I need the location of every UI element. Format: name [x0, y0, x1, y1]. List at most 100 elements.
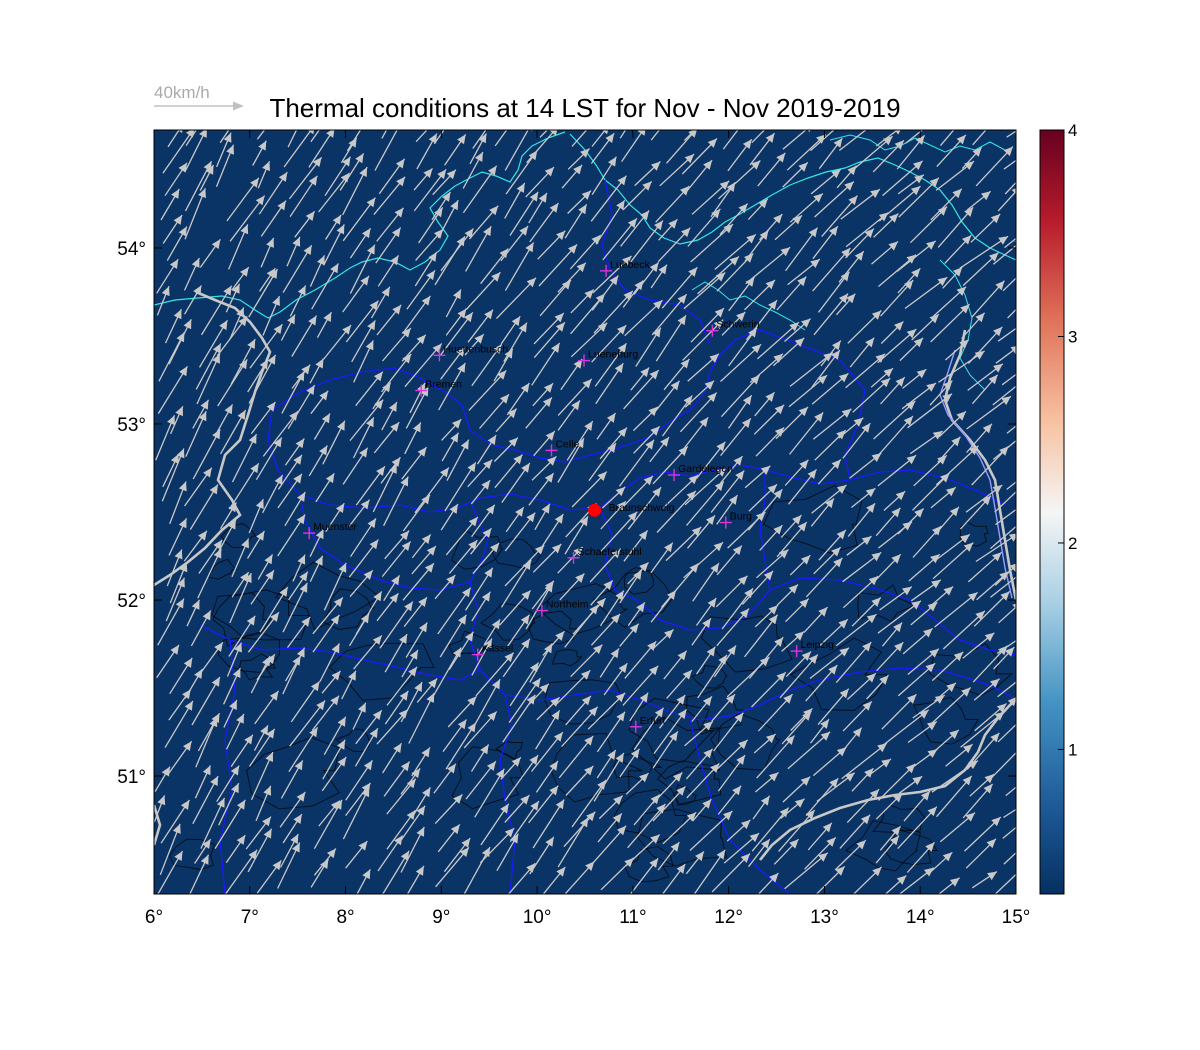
state-border	[769, 577, 1016, 656]
wind-vector-head	[797, 276, 807, 287]
wind-vector-head	[391, 575, 400, 586]
wind-vector-head	[601, 130, 609, 135]
wind-vector-head	[372, 710, 382, 720]
target-location-dot	[588, 503, 602, 517]
wind-vector-head	[573, 164, 583, 175]
wind-vector-head	[297, 554, 306, 565]
wind-vector-head	[306, 385, 315, 395]
wind-vector-head	[175, 598, 184, 609]
wind-vector-head	[991, 817, 1001, 827]
wind-vector-head	[394, 207, 404, 218]
wind-vector-head	[424, 563, 434, 573]
terrain-contour	[451, 746, 525, 810]
wind-vector-head	[709, 353, 719, 363]
wind-vector-head	[211, 676, 220, 687]
wind-vector-head	[467, 696, 477, 706]
wind-vector-head	[889, 213, 899, 223]
wind-vector-head	[264, 554, 273, 565]
wind-vector-head	[487, 761, 496, 771]
wind-vector-head	[630, 748, 640, 759]
national-border	[943, 329, 1016, 601]
coastline	[569, 133, 1016, 261]
wind-vector-head	[943, 380, 953, 391]
wind-vector-head	[489, 205, 499, 216]
wind-vector-head	[871, 310, 882, 320]
city-marker: Schwerin	[706, 319, 760, 337]
wind-vector-head	[428, 252, 437, 262]
wind-vector	[930, 303, 970, 343]
wind-vector-head	[549, 761, 558, 771]
wind-vector	[474, 768, 505, 818]
wind-vector-head	[1001, 396, 1011, 406]
wind-vector-head	[289, 411, 298, 421]
wind-vector-head	[942, 393, 952, 403]
wind-vector	[756, 321, 800, 360]
wind-vector-head	[389, 463, 397, 474]
wind-vector-head	[460, 439, 469, 450]
wind-vector-head	[894, 140, 904, 150]
wind-vector-head	[390, 422, 400, 432]
wind-vector-head	[969, 445, 979, 455]
city-markers: Luebeck Schwerin Huettenbusch Lueneburg Brem…	[303, 259, 834, 733]
wind-vector	[784, 852, 829, 890]
wind-vector-head	[434, 229, 444, 239]
wind-vector-head	[953, 267, 963, 277]
wind-vector-head	[169, 259, 179, 269]
wind-vector-head	[315, 529, 324, 540]
wind-vector-head	[925, 663, 936, 673]
wind-vector-head	[836, 485, 847, 494]
wind-vector	[650, 130, 661, 141]
wind-vector	[841, 742, 888, 780]
wind-vector	[195, 716, 218, 768]
wind-vector-head	[773, 353, 783, 363]
wind-vector-head	[256, 531, 265, 541]
wind-vector	[539, 130, 549, 138]
wind-vector-head	[676, 864, 686, 874]
wind-vector-head	[962, 775, 972, 786]
wind-vector-head	[325, 473, 335, 484]
wind-vector-head	[182, 689, 191, 700]
wind-vector-head	[982, 423, 992, 434]
wind-vector-head	[841, 408, 852, 418]
wind-vector	[994, 490, 1016, 513]
wind-vector	[905, 130, 924, 144]
wind-vector	[382, 850, 410, 894]
wind-vector-head	[597, 780, 606, 790]
wind-vector-head	[580, 148, 590, 158]
colorbar: 1 2 3 4	[1039, 121, 1077, 895]
wind-vector	[992, 385, 1016, 406]
wind-vector-head	[363, 760, 373, 771]
wind-vector	[494, 130, 508, 147]
wind-vector-head	[930, 554, 940, 564]
wind-vector-head	[831, 459, 841, 469]
wind-vector-head	[212, 343, 221, 354]
wind-vector-head	[173, 215, 183, 225]
wind-vector-head	[315, 358, 324, 369]
wind-vector-head	[640, 210, 650, 221]
wind-vector-head	[676, 786, 686, 796]
wind-vector-head	[779, 549, 789, 559]
wind-vector-head	[1005, 647, 1015, 657]
wind-vector	[682, 319, 724, 361]
wind-vector-head	[416, 826, 425, 837]
wind-vector-head	[211, 713, 220, 724]
wind-vector-head	[317, 255, 325, 266]
state-border	[469, 581, 516, 894]
wind-vector-head	[404, 601, 413, 612]
wind-vector-head	[400, 850, 410, 861]
wind-vector	[462, 165, 498, 214]
wind-vector-head	[554, 514, 564, 524]
wind-vector-head	[292, 236, 301, 247]
wind-vector-head	[591, 235, 601, 245]
city-marker: Northeim	[535, 599, 589, 617]
wind-vector-head	[906, 329, 917, 339]
wind-vector-head	[676, 695, 686, 705]
wind-vector-head	[550, 697, 560, 707]
wind-vector-head	[333, 799, 342, 810]
wind-vector-head	[605, 133, 615, 143]
wind-vector-head	[396, 176, 406, 187]
wind-vector-head	[198, 188, 206, 199]
wind-vector-head	[571, 400, 580, 411]
wind-vector	[966, 395, 1012, 430]
wind-vector-head	[964, 207, 974, 217]
